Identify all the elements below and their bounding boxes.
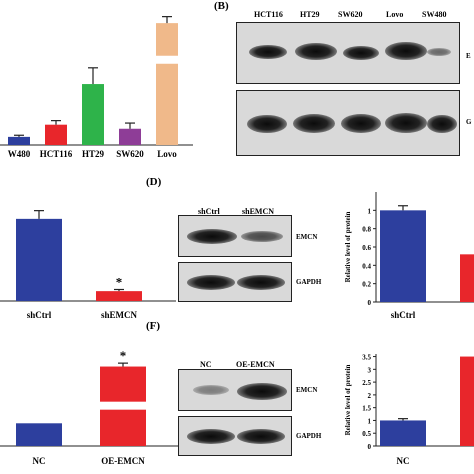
y-tick-label: 3.5 (362, 354, 371, 362)
blot-b-target-label: E (466, 52, 471, 60)
y-tick-label: 3 (368, 366, 372, 374)
significance-mark: * (116, 275, 123, 290)
bar (380, 420, 426, 446)
blot-d-target-label: EMCN (296, 233, 318, 241)
blot-b-lane-label: SW620 (338, 10, 363, 19)
blot-f-control-membrane (178, 416, 292, 456)
y-tick-label: 2 (368, 392, 372, 400)
panel-label-f: (F) (146, 320, 161, 332)
x-tick-label: shCtrl (27, 310, 52, 320)
y-tick-label: 0.4 (362, 262, 371, 270)
blot-b-lane-label: SW480 (422, 10, 447, 19)
significance-mark: * (120, 348, 127, 363)
y-tick-label: 1 (368, 417, 372, 425)
y-tick-label: 0 (368, 299, 372, 307)
x-tick-label: NC (33, 456, 46, 466)
x-tick-label: shCtrl (391, 310, 416, 320)
x-tick-label: HCT116 (40, 149, 73, 159)
x-tick-label: Lovo (157, 149, 177, 159)
y-tick-label: 0.6 (362, 244, 371, 252)
blot-f-target-label: EMCN (296, 386, 318, 394)
y-axis-title: Relative level of protein (344, 211, 352, 282)
bar (380, 210, 426, 302)
y-tick-label: 2.5 (362, 379, 371, 387)
blot-b-control-membrane (236, 90, 460, 156)
y-tick-label: 0 (368, 443, 372, 451)
y-tick-label: 1 (368, 207, 372, 215)
bar (82, 84, 104, 145)
blot-d-control-label: GAPDH (296, 278, 322, 286)
y-tick-label: 0.5 (362, 430, 371, 438)
blot-f-control-label: GAPDH (296, 432, 322, 440)
bar (156, 23, 178, 145)
x-tick-label: HT29 (82, 149, 105, 159)
axis-break-gap (99, 401, 147, 410)
x-tick-label: OE-EMCN (101, 456, 145, 466)
blot-f-lane-label: OE-EMCN (236, 360, 275, 369)
blot-d-control-membrane (178, 262, 292, 302)
blot-b-lane-label: HT29 (300, 10, 320, 19)
panel-label-d: (D) (146, 176, 162, 188)
bar (45, 124, 67, 145)
y-tick-label: 1.5 (362, 405, 371, 413)
bar (460, 356, 474, 446)
blot-b-control-label: G (466, 118, 472, 126)
panel-label-b: (B) (214, 0, 229, 12)
bar (119, 128, 141, 145)
blot-d-lane-label: shCtrl (198, 207, 220, 216)
x-tick-label: SW620 (116, 149, 144, 159)
x-tick-label: shEMCN (101, 310, 138, 320)
y-tick-label: 0.8 (362, 226, 371, 234)
x-tick-label: W480 (8, 149, 31, 159)
y-tick-label: 0.2 (362, 281, 371, 289)
axis-break-gap (155, 55, 179, 64)
x-tick-label: NC (397, 456, 410, 466)
bar (16, 218, 62, 301)
blot-b-lane-label: HCT116 (254, 10, 283, 19)
bar (16, 423, 62, 446)
blot-d-target-membrane (178, 215, 292, 257)
bar (8, 136, 30, 145)
blot-b-target-membrane (236, 22, 460, 84)
bar (96, 291, 142, 301)
bar (460, 254, 474, 302)
blot-f-target-membrane (178, 369, 292, 411)
blot-b-lane-label: Lovo (386, 10, 404, 19)
blot-d-lane-label: shEMCN (242, 207, 275, 216)
blot-f-lane-label: NC (200, 360, 212, 369)
y-axis-title: Relative level of protein (344, 364, 352, 435)
